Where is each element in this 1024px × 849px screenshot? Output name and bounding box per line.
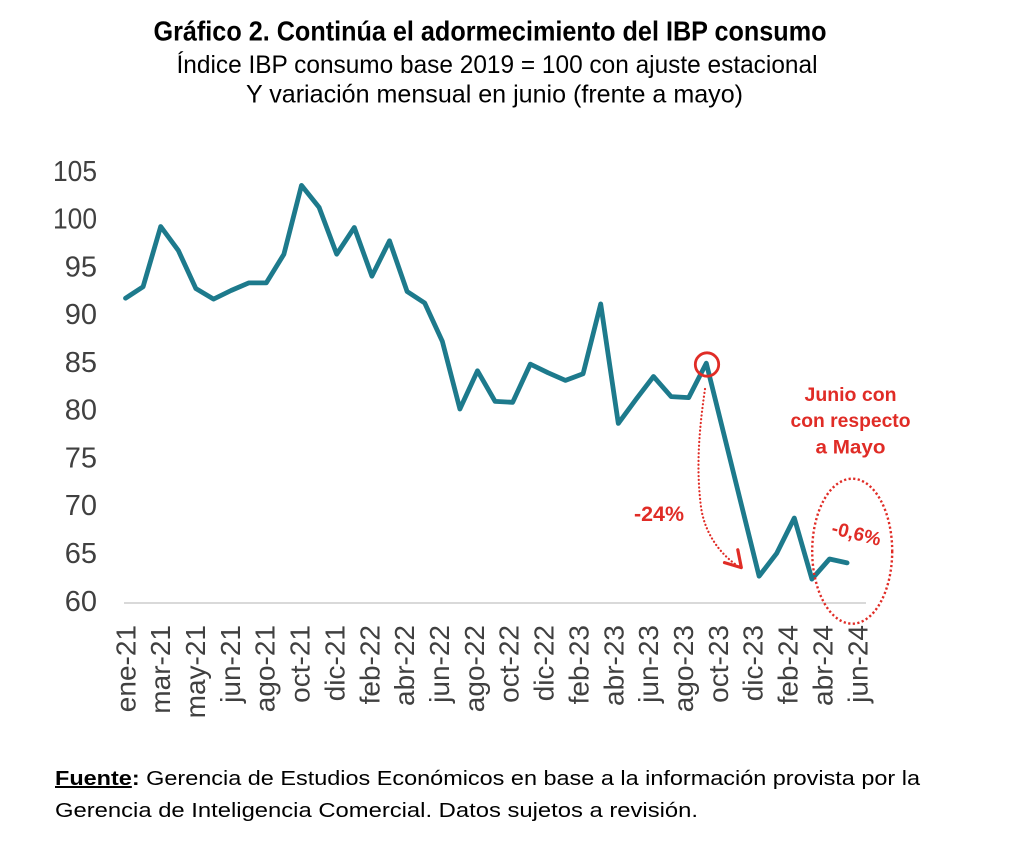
- svg-text:con respecto: con respecto: [791, 411, 911, 432]
- svg-text:-0,6%: -0,6%: [829, 518, 883, 550]
- svg-text:90: 90: [65, 299, 97, 331]
- svg-text:Fuente: Gerencia de Estudios E: Fuente: Gerencia de Estudios Económicos …: [55, 768, 921, 790]
- svg-text:95: 95: [65, 251, 97, 283]
- svg-text:60: 60: [65, 586, 97, 618]
- svg-text:abr-22: abr-22: [389, 625, 420, 706]
- svg-text:100: 100: [53, 204, 97, 236]
- svg-text:dic-23: dic-23: [738, 625, 769, 701]
- svg-text:105: 105: [53, 156, 97, 188]
- svg-text:ago-22: ago-22: [459, 625, 490, 712]
- svg-text:ene-21: ene-21: [110, 625, 141, 712]
- svg-text:feb-22: feb-22: [354, 625, 385, 704]
- svg-text:ago-21: ago-21: [250, 625, 281, 712]
- svg-text:oct-22: oct-22: [494, 625, 525, 703]
- svg-text:feb-23: feb-23: [563, 625, 594, 704]
- svg-text:oct-23: oct-23: [703, 625, 734, 703]
- svg-text:Gráfico 2. Continúa el adormec: Gráfico 2. Continúa el adormecimiento de…: [154, 15, 827, 46]
- svg-text:80: 80: [65, 395, 97, 427]
- svg-text:Y variación mensual en junio (: Y variación mensual en junio (frente a m…: [246, 80, 743, 108]
- svg-text:abr-23: abr-23: [598, 625, 629, 706]
- svg-text:may-21: may-21: [180, 625, 211, 718]
- svg-text:jun-21: jun-21: [215, 625, 246, 704]
- svg-text:Junio con: Junio con: [805, 385, 897, 406]
- svg-text:85: 85: [65, 347, 97, 379]
- svg-text:a Mayo: a Mayo: [816, 437, 886, 458]
- svg-text:abr-24: abr-24: [807, 625, 838, 706]
- svg-text:jun-23: jun-23: [633, 625, 664, 704]
- svg-text:65: 65: [65, 538, 97, 570]
- svg-text:ago-23: ago-23: [668, 625, 699, 712]
- svg-text:-24%: -24%: [634, 503, 684, 526]
- svg-text:jun-22: jun-22: [424, 625, 455, 704]
- svg-text:mar-21: mar-21: [145, 625, 176, 714]
- svg-text:70: 70: [65, 490, 97, 522]
- svg-text:feb-24: feb-24: [773, 625, 804, 704]
- svg-text:jun-24: jun-24: [842, 625, 873, 704]
- svg-text:oct-21: oct-21: [285, 625, 316, 703]
- svg-text:dic-22: dic-22: [529, 625, 560, 701]
- svg-text:Índice IBP consumo base 2019 =: Índice IBP consumo base 2019 = 100 con a…: [177, 50, 818, 79]
- svg-text:Gerencia de Inteligencia Comer: Gerencia de Inteligencia Comercial. Dato…: [55, 800, 698, 822]
- svg-text:dic-21: dic-21: [319, 625, 350, 701]
- svg-text:75: 75: [65, 443, 97, 475]
